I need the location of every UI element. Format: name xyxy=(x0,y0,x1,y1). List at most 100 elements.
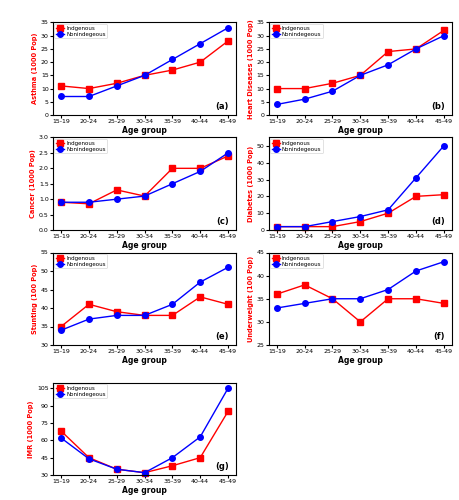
Nonindegeous xyxy=(274,102,280,107)
Nonindegeous xyxy=(358,296,363,302)
Nonindegeous xyxy=(358,72,363,78)
Indgenous xyxy=(114,187,119,193)
Line: Nonindegeous: Nonindegeous xyxy=(58,150,231,205)
Indgenous xyxy=(58,83,64,89)
Nonindegeous xyxy=(413,46,419,52)
Indgenous xyxy=(58,199,64,205)
Nonindegeous xyxy=(114,312,119,318)
Nonindegeous xyxy=(441,143,447,149)
Nonindegeous xyxy=(302,300,308,306)
Line: Nonindegeous: Nonindegeous xyxy=(274,259,447,311)
Y-axis label: IMR (1000 Pop): IMR (1000 Pop) xyxy=(28,400,34,458)
Indgenous xyxy=(302,224,308,230)
Indgenous xyxy=(274,224,280,230)
Y-axis label: Underweight (100 Pop): Underweight (100 Pop) xyxy=(248,256,254,342)
Indgenous xyxy=(86,454,92,460)
Nonindegeous xyxy=(225,25,231,31)
Nonindegeous xyxy=(142,193,147,199)
Indgenous xyxy=(58,324,64,330)
X-axis label: Age group: Age group xyxy=(122,240,167,250)
Legend: Indgenous, Nonindegeous: Indgenous, Nonindegeous xyxy=(55,384,107,398)
Indgenous xyxy=(114,466,119,472)
Nonindegeous xyxy=(274,305,280,311)
Y-axis label: Cancer (1000 Pop): Cancer (1000 Pop) xyxy=(30,150,36,218)
Y-axis label: Asthma (1000 Pop): Asthma (1000 Pop) xyxy=(32,33,38,104)
Line: Indgenous: Indgenous xyxy=(274,282,447,325)
Indgenous xyxy=(358,72,363,78)
Line: Indgenous: Indgenous xyxy=(58,408,231,476)
Indgenous xyxy=(413,194,419,200)
Indgenous xyxy=(330,296,335,302)
Legend: Indgenous, Nonindegeous: Indgenous, Nonindegeous xyxy=(270,254,323,268)
Indgenous xyxy=(86,86,92,91)
Indgenous xyxy=(142,72,147,78)
Indgenous xyxy=(197,166,203,172)
Indgenous xyxy=(413,296,419,302)
Nonindegeous xyxy=(114,196,119,202)
Indgenous xyxy=(225,153,231,159)
Indgenous xyxy=(170,67,175,73)
Nonindegeous xyxy=(58,435,64,441)
Nonindegeous xyxy=(86,94,92,100)
Nonindegeous xyxy=(441,32,447,38)
Indgenous xyxy=(225,302,231,308)
Indgenous xyxy=(142,470,147,476)
Nonindegeous xyxy=(114,83,119,89)
Nonindegeous xyxy=(170,302,175,308)
Nonindegeous xyxy=(58,199,64,205)
Legend: Indgenous, Nonindegeous: Indgenous, Nonindegeous xyxy=(55,24,107,38)
Indgenous xyxy=(170,166,175,172)
Nonindegeous xyxy=(330,218,335,224)
X-axis label: Age group: Age group xyxy=(338,126,383,134)
Indgenous xyxy=(225,38,231,44)
Nonindegeous xyxy=(386,207,391,213)
Indgenous xyxy=(386,296,391,302)
X-axis label: Age group: Age group xyxy=(338,240,383,250)
Nonindegeous xyxy=(142,312,147,318)
Indgenous xyxy=(170,463,175,469)
Line: Nonindegeous: Nonindegeous xyxy=(274,33,447,107)
Indgenous xyxy=(114,308,119,314)
Indgenous xyxy=(225,408,231,414)
Nonindegeous xyxy=(58,327,64,333)
Legend: Indgenous, Nonindegeous: Indgenous, Nonindegeous xyxy=(270,139,323,154)
Nonindegeous xyxy=(225,150,231,156)
X-axis label: Age group: Age group xyxy=(338,356,383,364)
Nonindegeous xyxy=(170,454,175,460)
Indgenous xyxy=(197,294,203,300)
Indgenous xyxy=(142,312,147,318)
Indgenous xyxy=(441,28,447,34)
Indgenous xyxy=(197,454,203,460)
Nonindegeous xyxy=(86,456,92,462)
Indgenous xyxy=(413,46,419,52)
Text: (d): (d) xyxy=(431,218,445,226)
Indgenous xyxy=(358,319,363,325)
Legend: Indgenous, Nonindegeous: Indgenous, Nonindegeous xyxy=(55,139,107,154)
Nonindegeous xyxy=(274,224,280,230)
Nonindegeous xyxy=(197,40,203,46)
Line: Indgenous: Indgenous xyxy=(58,294,231,330)
X-axis label: Age group: Age group xyxy=(122,356,167,364)
Indgenous xyxy=(86,302,92,308)
Indgenous xyxy=(114,80,119,86)
Indgenous xyxy=(86,201,92,207)
Nonindegeous xyxy=(302,96,308,102)
Nonindegeous xyxy=(114,466,119,472)
Indgenous xyxy=(386,210,391,216)
Nonindegeous xyxy=(386,286,391,292)
Nonindegeous xyxy=(142,470,147,476)
Legend: Indgenous, Nonindegeous: Indgenous, Nonindegeous xyxy=(55,254,107,268)
Line: Nonindegeous: Nonindegeous xyxy=(274,143,447,230)
Nonindegeous xyxy=(197,168,203,174)
Nonindegeous xyxy=(142,72,147,78)
Indgenous xyxy=(170,312,175,318)
X-axis label: Age group: Age group xyxy=(122,126,167,134)
Text: (f): (f) xyxy=(433,332,445,342)
Nonindegeous xyxy=(225,386,231,392)
Line: Indgenous: Indgenous xyxy=(58,153,231,206)
Nonindegeous xyxy=(358,214,363,220)
Y-axis label: Diabetes (1000 Pop): Diabetes (1000 Pop) xyxy=(248,146,254,222)
Indgenous xyxy=(330,80,335,86)
Nonindegeous xyxy=(441,259,447,265)
Indgenous xyxy=(386,48,391,54)
